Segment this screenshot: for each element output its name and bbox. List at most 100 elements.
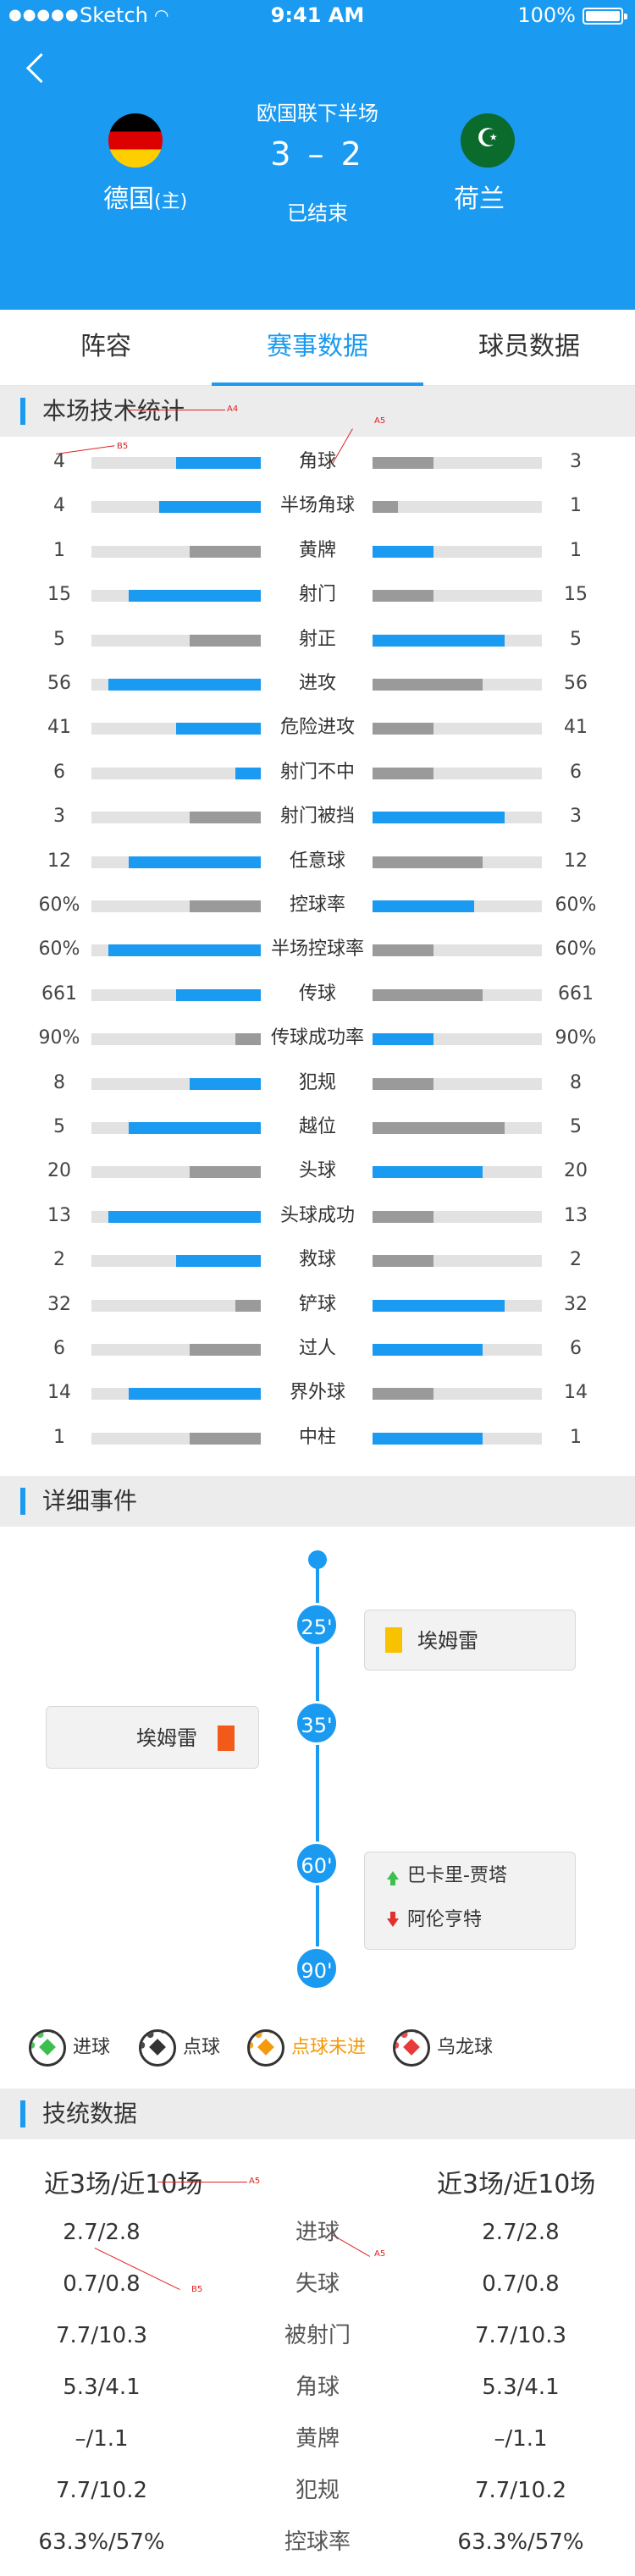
tech-section-header: 技统数据: [0, 2089, 635, 2139]
away-stat-bar: [373, 1122, 542, 1134]
home-stat-fill: [129, 1122, 261, 1134]
section-marker: [20, 398, 25, 425]
away-stat-fill: [373, 812, 505, 824]
germany-flag-icon: [108, 113, 163, 168]
home-stat-fill: [190, 812, 261, 824]
away-stat-fill: [373, 1077, 433, 1090]
home-stat-fill: [176, 457, 261, 469]
legend-penalty: 点球: [183, 2037, 221, 2058]
stat-name: 救球: [298, 1249, 336, 1271]
away-stat-bar: [373, 1033, 542, 1046]
away-stat-fill: [373, 1388, 433, 1401]
match-header: ●●●●● Sketch ◠ 9:41 AM 100% 欧国联下半场 3 – 2…: [0, 0, 635, 310]
home-stat-bar: [91, 1077, 261, 1090]
tab-player-stats[interactable]: 球员数据: [478, 332, 580, 361]
timeline-line: [316, 1557, 319, 1970]
tab-match-stats[interactable]: 赛事数据: [212, 310, 423, 386]
event-card-substitution[interactable]: 巴卡里-贾塔 阿伦亨特: [364, 1852, 576, 1950]
stat-row: 5 越位 5: [0, 1105, 635, 1149]
event-card-yellow[interactable]: 埃姆雷: [364, 1610, 576, 1671]
home-stat-value: 60%: [38, 894, 80, 916]
stat-name: 射门: [298, 584, 336, 606]
away-stat-value: 56: [564, 673, 588, 694]
home-stat-bar: [91, 457, 261, 469]
away-stat-value: 2: [570, 1249, 582, 1271]
red-card-icon: [218, 1726, 235, 1751]
away-stat-fill: [373, 1122, 505, 1134]
home-stat-bar: [91, 900, 261, 912]
away-stat-value: 60%: [555, 894, 597, 916]
wifi-icon: ◠: [154, 5, 169, 25]
tech-left-value: 5.3/4.1: [63, 2375, 141, 2400]
stat-name: 射门不中: [279, 761, 355, 783]
tech-head-left: 近3场/近10场: [44, 2170, 203, 2199]
home-stat-fill: [235, 1033, 261, 1046]
annotation-tag: A5: [374, 2249, 386, 2259]
tech-row: 63.3%/57% 控球率 63.3%/57%: [0, 2517, 635, 2568]
away-stat-bar: [373, 501, 542, 514]
away-stat-fill: [373, 545, 433, 558]
home-stat-fill: [190, 900, 261, 912]
stat-name: 射门被挡: [279, 806, 355, 828]
sub-out-player: 阿伦亨特: [407, 1909, 483, 1930]
away-stat-bar: [373, 723, 542, 735]
pakistan-flag-icon: ☪: [461, 113, 515, 168]
away-stat-bar: [373, 679, 542, 691]
stat-row: 12 任意球 12: [0, 839, 635, 883]
back-chevron-icon[interactable]: [22, 51, 52, 88]
own-goal-ball-icon: [393, 2029, 430, 2067]
away-stat-bar: [373, 1210, 542, 1223]
tech-row: 2.7/2.8 进球 2.7/2.8: [0, 2207, 635, 2258]
home-stat-fill: [190, 1166, 261, 1179]
away-stat-bar: [373, 812, 542, 824]
home-stat-bar: [91, 590, 261, 603]
away-stat-value: 3: [570, 451, 582, 472]
away-stat-fill: [373, 988, 483, 1001]
away-stat-fill: [373, 1432, 483, 1445]
away-stat-fill: [373, 679, 483, 691]
stat-name: 射正: [298, 628, 336, 650]
home-stat-bar: [91, 545, 261, 558]
tab-lineup[interactable]: 阵容: [80, 332, 131, 361]
stat-row: 4 半场角球 1: [0, 484, 635, 528]
minute-marker: 90': [295, 1946, 339, 1990]
home-stat-value: 6: [53, 761, 65, 783]
away-stat-bar: [373, 457, 542, 469]
away-stat-fill: [373, 1344, 483, 1356]
legend-own-goal: 乌龙球: [437, 2037, 494, 2058]
away-stat-value: 14: [564, 1382, 588, 1404]
stat-name: 犯规: [298, 1071, 336, 1093]
home-stat-bar: [91, 856, 261, 868]
away-stat-bar: [373, 1077, 542, 1090]
stat-row: 60% 半场控球率 60%: [0, 927, 635, 972]
tech-right-value: 0.7/0.8: [482, 2271, 560, 2297]
battery-percent: 100%: [517, 3, 576, 27]
away-stat-value: 12: [564, 850, 588, 872]
tech-right-value: 7.7/10.3: [475, 2323, 566, 2348]
away-stat-value: 661: [558, 983, 594, 1005]
tech-metric-name: 黄牌: [295, 2426, 340, 2452]
home-stat-bar: [91, 1122, 261, 1134]
home-stat-fill: [235, 1299, 261, 1312]
home-stat-fill: [176, 988, 261, 1001]
away-stat-bar: [373, 900, 542, 912]
away-stat-fill: [373, 634, 505, 647]
away-stat-value: 6: [570, 1338, 582, 1359]
tech-row: –/1.1 黄牌 –/1.1: [0, 2414, 635, 2464]
legend-missed-penalty: 点球未进: [291, 2037, 367, 2058]
home-stat-value: 60%: [38, 938, 80, 960]
tech-left-value: 7.7/10.2: [56, 2478, 147, 2503]
events-section-header: 详细事件: [0, 1476, 635, 1527]
stat-row: 1 黄牌 1: [0, 529, 635, 573]
tech-metric-name: 角球: [295, 2375, 340, 2400]
away-stat-bar: [373, 767, 542, 779]
section-marker: [20, 1488, 25, 1515]
stat-name: 控球率: [289, 894, 345, 916]
home-stat-fill: [129, 1388, 261, 1401]
away-stat-bar: [373, 944, 542, 957]
minute-marker: 35': [295, 1701, 339, 1745]
event-card-red[interactable]: 埃姆雷: [46, 1706, 259, 1769]
carrier-label: Sketch: [80, 3, 148, 27]
minute-marker: 25': [295, 1603, 339, 1647]
stat-row: 20 头球 20: [0, 1149, 635, 1193]
